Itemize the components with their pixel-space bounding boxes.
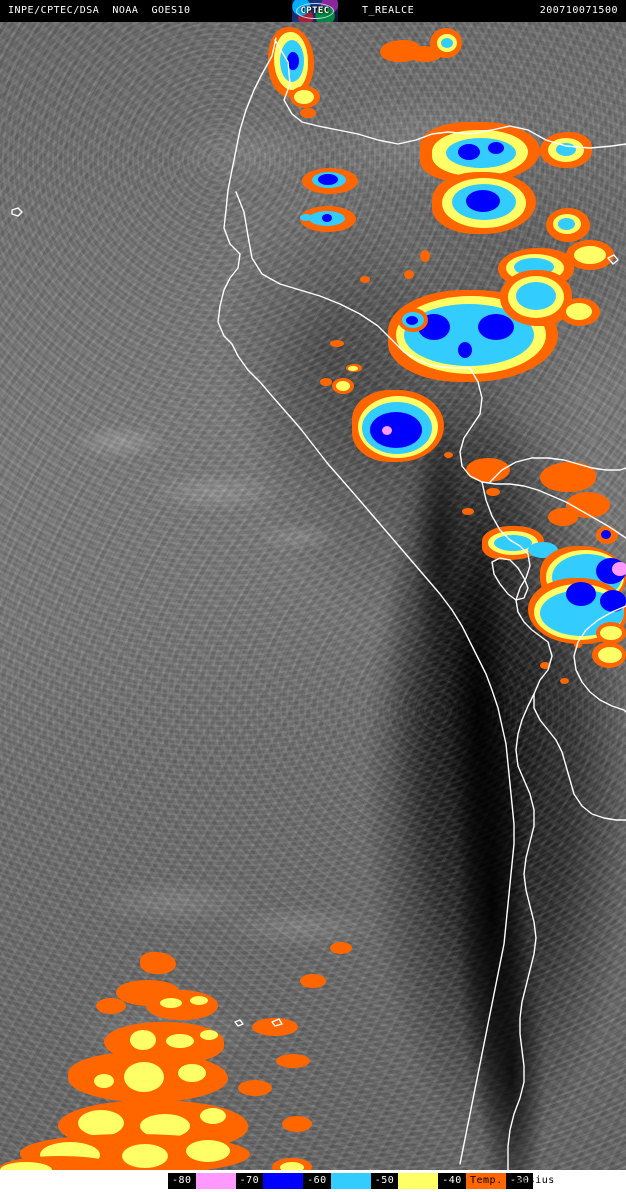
legend-tick--60: -60 bbox=[303, 1173, 331, 1189]
legend-color-bar: -80 -70 -60 -50 -40 -30 bbox=[168, 1173, 534, 1189]
legend-units-label: Temp. Celsius bbox=[470, 1175, 555, 1186]
satellite-image-canvas bbox=[0, 22, 626, 1170]
institution-label: INPE/CPTEC/DSA NOAA GOES10 bbox=[8, 5, 191, 16]
border-bolivia-peru bbox=[481, 481, 549, 643]
legend-tick--80: -80 bbox=[168, 1173, 196, 1189]
political-boundaries-overlay bbox=[11, 37, 626, 1170]
lake-titicaca bbox=[491, 557, 529, 601]
small-island-a bbox=[11, 207, 23, 217]
legend-tick--40: -40 bbox=[438, 1173, 466, 1189]
legend-swatch-orange bbox=[465, 1173, 506, 1189]
legend-tick--30: -30 bbox=[505, 1173, 534, 1189]
coastline-ecuador bbox=[217, 37, 277, 357]
small-island-c bbox=[234, 1019, 244, 1027]
logo-ring-icon bbox=[296, 3, 334, 19]
border-chile-argentina bbox=[533, 641, 626, 821]
border-peru-brazil bbox=[459, 367, 626, 539]
border-ecuador-peru bbox=[235, 191, 471, 369]
border-chile-argentina-south bbox=[507, 693, 537, 1170]
border-bolivia-brazil bbox=[489, 457, 626, 483]
legend-tick--50: -50 bbox=[370, 1173, 399, 1189]
cptec-logo-label: CPTEC bbox=[300, 6, 330, 16]
cptec-logo: CPTEC bbox=[292, 0, 338, 22]
legend-swatch-yellow bbox=[398, 1173, 439, 1189]
coastline-chile bbox=[459, 783, 515, 1165]
border-brazil-state bbox=[573, 605, 626, 713]
small-island-d bbox=[271, 1018, 283, 1027]
timestamp-label: 200710071500 bbox=[539, 5, 618, 16]
legend-tick--70: -70 bbox=[235, 1173, 264, 1189]
small-island-b bbox=[607, 254, 619, 265]
legend-swatch-cyan bbox=[330, 1173, 371, 1189]
product-label: T_REALCE bbox=[362, 5, 415, 16]
border-colombia-ecuador bbox=[274, 39, 626, 149]
image-header-bar: INPE/CPTEC/DSA NOAA GOES10 CPTEC T_REALC… bbox=[0, 0, 626, 22]
legend-swatch-blue bbox=[263, 1173, 304, 1189]
temperature-legend: -80 -70 -60 -50 -40 -30 Temp. Celsius bbox=[0, 1170, 626, 1192]
coastline-peru bbox=[237, 355, 511, 785]
legend-swatch-magenta bbox=[195, 1173, 236, 1189]
